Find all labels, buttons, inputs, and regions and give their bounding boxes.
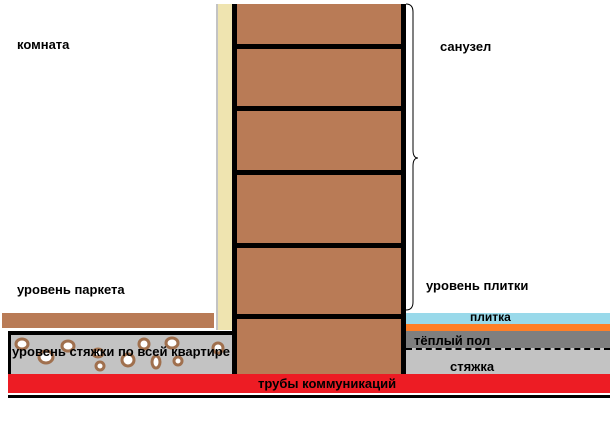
parquet-layer <box>2 313 214 328</box>
mortar-joint <box>232 314 406 319</box>
heated-floor-layer <box>406 331 610 348</box>
plaster-layer <box>216 4 233 330</box>
heated-floor-label: тёплый пол <box>414 333 491 348</box>
tile-level-label: уровень плитки <box>426 278 529 293</box>
mortar-joint <box>232 106 406 111</box>
mortar-joint <box>232 44 406 49</box>
tile-label: плитка <box>470 310 511 324</box>
wall-height-brace <box>405 3 419 311</box>
tile-layer <box>406 313 610 324</box>
screed-level-label: уровень стяжки по всей квартире <box>12 344 230 359</box>
adhesive-layer <box>406 324 610 331</box>
screed-right <box>406 348 610 374</box>
brick-wall <box>232 4 406 374</box>
room-label: комната <box>17 37 70 52</box>
pipes-layer <box>8 374 610 393</box>
screed-aggregate <box>14 336 225 372</box>
mortar-joint <box>232 170 406 175</box>
mortar-joint <box>232 243 406 248</box>
parquet-level-label: уровень паркета <box>17 282 125 297</box>
screed-label: стяжка <box>450 359 495 374</box>
pipes-label: трубы коммуникаций <box>258 376 397 391</box>
base-line <box>8 395 610 398</box>
bathroom-label: санузел <box>440 39 492 54</box>
